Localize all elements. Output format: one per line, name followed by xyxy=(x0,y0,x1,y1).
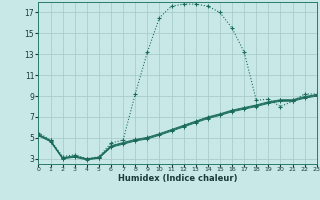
X-axis label: Humidex (Indice chaleur): Humidex (Indice chaleur) xyxy=(118,174,237,183)
